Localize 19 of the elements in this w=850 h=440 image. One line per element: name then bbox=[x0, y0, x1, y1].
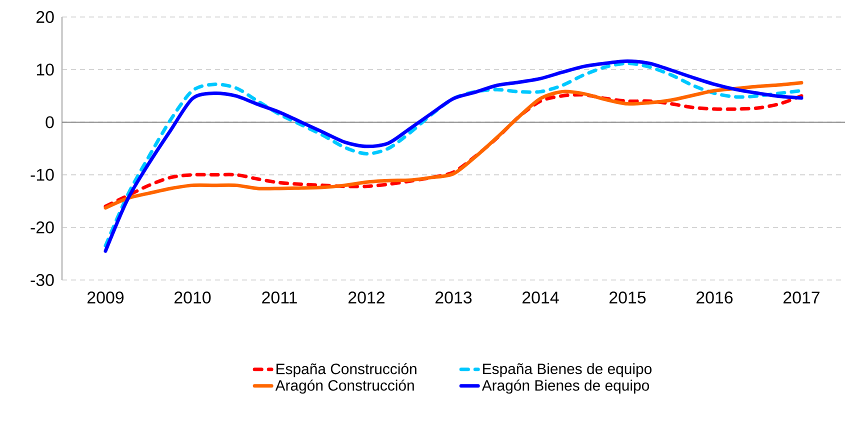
legend-label: España Construcción bbox=[276, 363, 416, 378]
x-tick-label: 2014 bbox=[522, 292, 559, 304]
y-tick-label: 20 bbox=[36, 11, 54, 23]
x-tick-label: 2017 bbox=[784, 292, 820, 304]
x-tick-label: 2016 bbox=[696, 292, 733, 304]
x-tick-label: 2013 bbox=[436, 292, 472, 304]
x-tick-label: 2009 bbox=[88, 292, 124, 304]
x-tick-label: 2011 bbox=[262, 292, 297, 304]
legend-label: Aragón Bienes de equipo bbox=[482, 380, 650, 394]
y-tick-label: 10 bbox=[36, 64, 54, 76]
legend-label: Aragón Construcción bbox=[275, 380, 414, 394]
legend-label: España Bienes de equipo bbox=[483, 363, 652, 378]
y-tick-label: -20 bbox=[30, 221, 54, 234]
x-tick-label: 2012 bbox=[348, 292, 384, 304]
y-tick-label: -10 bbox=[30, 168, 54, 181]
y-tick-label: -30 bbox=[30, 274, 54, 286]
x-tick-label: 2015 bbox=[610, 292, 646, 304]
x-tick-label: 2010 bbox=[174, 292, 211, 304]
y-tick-label: 0 bbox=[46, 116, 54, 128]
